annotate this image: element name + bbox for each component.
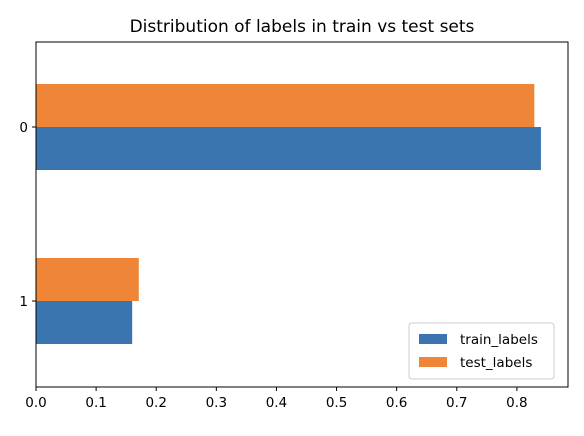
x-tick-label: 0.0 — [25, 395, 46, 411]
x-tick-label: 0.8 — [506, 395, 527, 411]
x-tick-label: 0.1 — [85, 395, 106, 411]
x-tick-label: 0.2 — [145, 395, 166, 411]
legend-swatch-train-labels — [419, 334, 447, 344]
x-axis: 0.0 0.1 0.2 0.3 0.4 0.5 0.6 0.7 0.8 — [25, 387, 528, 411]
y-axis: 01 — [19, 120, 36, 310]
bar-test-labels-1 — [36, 258, 139, 301]
x-tick-label: 0.3 — [206, 395, 227, 411]
chart-title: Distribution of labels in train vs test … — [130, 17, 475, 37]
x-tick-label: 0.5 — [326, 395, 347, 411]
plot-frame — [35, 41, 569, 388]
bar-test-labels-0 — [36, 84, 535, 127]
x-tick-label: 0.7 — [446, 395, 467, 411]
plot-area — [36, 84, 541, 344]
legend-label-test-labels: test_labels — [460, 355, 532, 371]
legend: train_labels test_labels — [408, 322, 555, 380]
x-tick-label: 0.6 — [386, 395, 407, 411]
legend-label-train-labels: train_labels — [460, 332, 538, 348]
bar-train-labels-1 — [36, 301, 133, 344]
legend-swatch-test-labels — [419, 357, 447, 367]
y-tick-label: 0 — [19, 120, 28, 136]
y-tick-label: 1 — [19, 294, 28, 310]
bar-train-labels-0 — [36, 127, 541, 170]
x-tick-label: 0.4 — [266, 395, 287, 411]
